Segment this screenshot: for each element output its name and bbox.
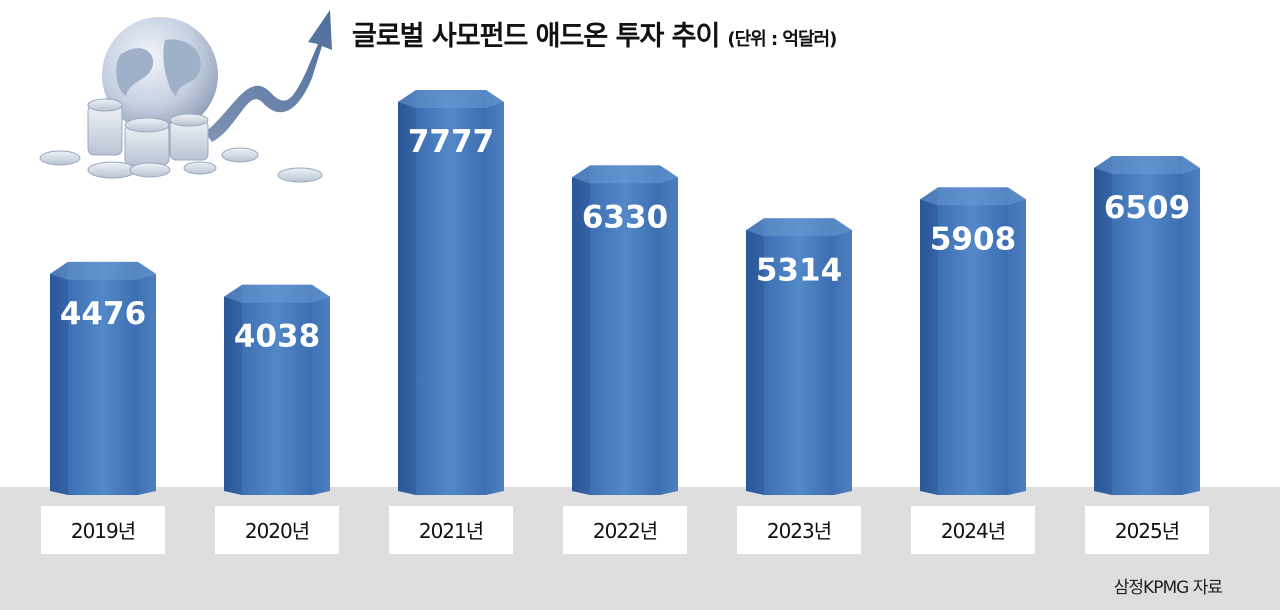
bar-2019년 — [50, 261, 156, 495]
category-label: 2023년 — [767, 519, 831, 543]
globe-coins-growth-arrow-icon — [39, 10, 332, 183]
category-box — [737, 506, 861, 554]
category-box — [911, 506, 1035, 554]
unit-label: (단위 : 억달러) — [727, 29, 837, 50]
bar-2025년 — [1094, 156, 1200, 495]
value-label: 7777 — [408, 124, 494, 160]
category-box — [215, 506, 339, 554]
category-box — [1085, 506, 1209, 554]
value-label: 5314 — [756, 252, 842, 288]
category-box — [563, 506, 687, 554]
value-label: 6330 — [582, 199, 668, 235]
category-label: 2021년 — [419, 519, 483, 543]
bar-2021년 — [398, 90, 504, 495]
category-label: 2020년 — [245, 519, 309, 543]
source-note: 삼정KPMG 자료 — [1113, 578, 1223, 598]
category-label: 2024년 — [941, 519, 1005, 543]
bar-2023년 — [746, 218, 852, 495]
category-label: 2022년 — [593, 519, 657, 543]
category-label: 2025년 — [1115, 519, 1179, 543]
bar-2020년 — [224, 284, 330, 495]
value-label: 6509 — [1104, 190, 1190, 226]
bar-2022년 — [572, 165, 678, 495]
title-block: 글로벌 사모펀드 애드온 투자 추이 (단위 : 억달러) — [352, 14, 837, 53]
category-box — [41, 506, 165, 554]
value-label: 4476 — [60, 296, 146, 332]
bar-2024년 — [920, 187, 1026, 495]
category-box — [389, 506, 513, 554]
value-label: 4038 — [234, 319, 320, 355]
category-label: 2019년 — [71, 519, 135, 543]
chart-title: 글로벌 사모펀드 애드온 투자 추이 — [352, 21, 720, 52]
value-label: 5908 — [930, 221, 1016, 257]
